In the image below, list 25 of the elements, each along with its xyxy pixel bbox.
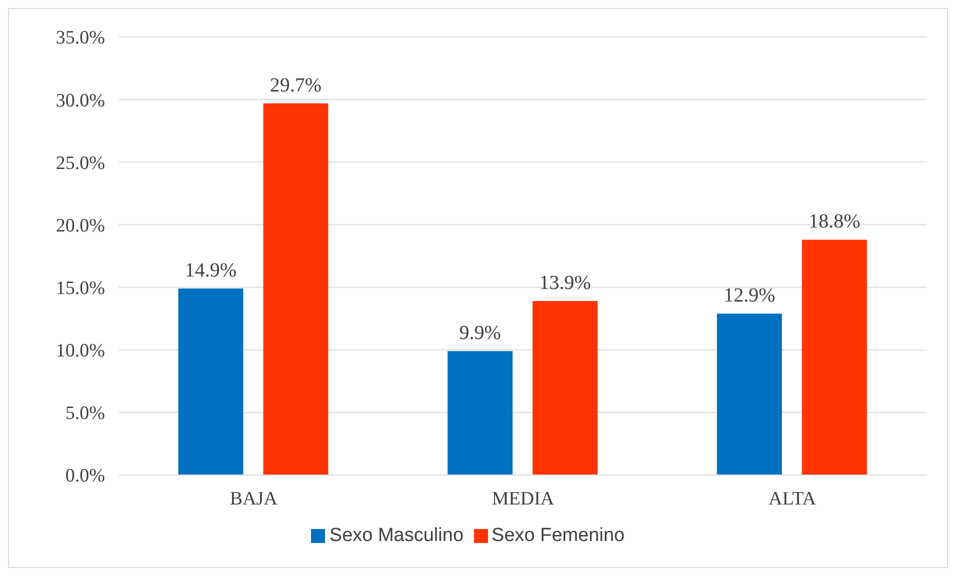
legend-label: Sexo Masculino <box>329 525 464 546</box>
legend-label: Sexo Femenino <box>492 525 625 546</box>
y-tick-label: 30.0% <box>56 90 106 112</box>
y-tick-label: 10.0% <box>56 340 106 362</box>
y-tick-label: 25.0% <box>56 152 106 174</box>
data-label: 12.9% <box>724 284 776 307</box>
x-tick-label: MEDIA <box>492 488 554 510</box>
bar <box>716 314 782 475</box>
y-tick-label: 5.0% <box>65 403 106 424</box>
bar <box>178 288 244 475</box>
data-label: 18.8% <box>808 210 860 233</box>
data-label: 14.9% <box>184 260 237 282</box>
data-label: 29.7% <box>270 74 322 96</box>
x-tick-label: ALTA <box>768 488 816 510</box>
data-label: 13.9% <box>539 272 591 294</box>
bar <box>448 351 513 475</box>
bar <box>802 240 867 475</box>
x-tick-label: BAJA <box>230 488 278 510</box>
y-tick-label: 0.0% <box>65 466 106 487</box>
y-tick-label: 15.0% <box>56 278 106 300</box>
data-label: 9.9% <box>459 322 501 344</box>
bar <box>532 301 598 475</box>
y-tick-label: 35.0% <box>56 28 106 49</box>
bar <box>263 103 328 475</box>
y-tick-label: 20.0% <box>56 215 106 236</box>
